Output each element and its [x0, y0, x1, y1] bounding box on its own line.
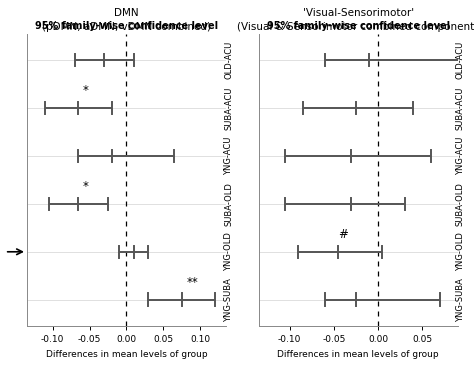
Text: 95% family-wise confidence level: 95% family-wise confidence level: [266, 21, 450, 31]
Text: *: *: [83, 84, 89, 98]
Text: #: #: [337, 228, 347, 241]
Title: 'Visual-Sensorimotor'
(Visual & Sensorimotor combined component): 'Visual-Sensorimotor' (Visual & Sensorim…: [237, 8, 474, 32]
Text: *: *: [83, 180, 89, 193]
X-axis label: Differences in mean levels of group: Differences in mean levels of group: [46, 350, 207, 359]
Text: 95% family-wise confidence level: 95% family-wise confidence level: [35, 21, 218, 31]
Title: DMN
(pDMN, aDMN, vDMN combined): DMN (pDMN, aDMN, vDMN combined): [42, 8, 211, 32]
Text: **: **: [187, 276, 199, 289]
X-axis label: Differences in mean levels of group: Differences in mean levels of group: [277, 350, 439, 359]
